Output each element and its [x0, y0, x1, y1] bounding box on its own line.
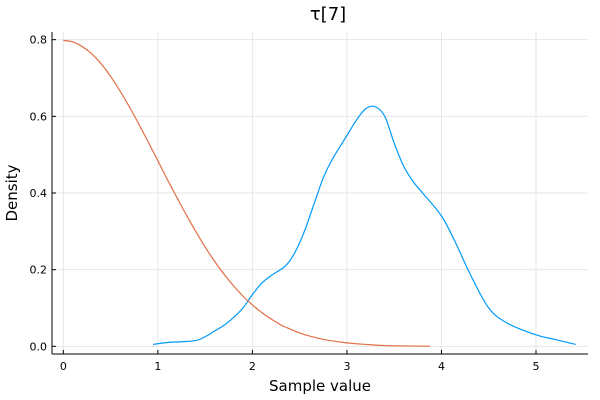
chart-title: τ[7]	[310, 4, 346, 25]
y-tick-label: 0.0	[30, 340, 48, 353]
y-tick-label: 0.4	[30, 187, 48, 200]
ticks: 0 1 2 3 4 5 0.0 0.2 0.4 0.6 0.8	[30, 34, 540, 373]
x-axis-title: Sample value	[269, 377, 371, 395]
series-line-1	[153, 105, 576, 346]
x-tick-label: 5	[533, 360, 540, 373]
grid	[52, 32, 588, 354]
x-tick-label: 2	[249, 360, 256, 373]
y-tick-label: 0.8	[30, 34, 48, 47]
x-tick-label: 1	[154, 360, 161, 373]
y-tick-label: 0.2	[30, 264, 48, 277]
y-axis-title: Density	[3, 164, 21, 221]
x-tick-label: 3	[343, 360, 350, 373]
series-line-2	[63, 39, 431, 347]
x-tick-label: 0	[60, 360, 67, 373]
y-tick-label: 0.6	[30, 110, 48, 123]
series-layer	[63, 39, 576, 347]
x-tick-label: 4	[438, 360, 445, 373]
